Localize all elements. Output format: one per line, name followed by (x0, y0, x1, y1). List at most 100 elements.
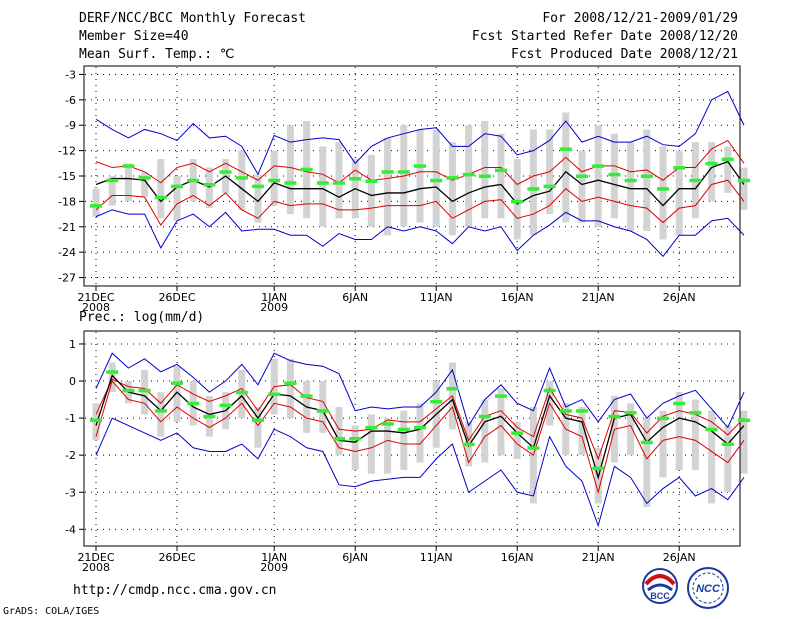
temp-observed-mark (608, 172, 621, 177)
temp-member-bar (108, 176, 116, 206)
prec-member-bar (627, 403, 635, 456)
temp-observed-mark (640, 174, 653, 178)
prec-series-max (95, 352, 745, 429)
prec-observed-mark (673, 401, 686, 406)
bcc-logo: BCC (636, 566, 684, 612)
prec-observed-mark (171, 381, 183, 385)
temp-series-min (95, 209, 745, 258)
prec-series-p10 (95, 380, 745, 495)
temp-observed-mark (414, 164, 426, 168)
source-url[interactable]: http://cmdp.ncc.cma.gov.cn (73, 583, 277, 598)
prec-member-bar (481, 399, 489, 463)
temp-observed-mark (106, 178, 119, 183)
prec-y-tick-label: -3 (65, 486, 76, 499)
prec-observed-mark (495, 394, 507, 398)
temp-observed-mark (689, 178, 702, 183)
prec-observed-mark (219, 403, 232, 408)
prec-observed-mark (397, 427, 410, 432)
prec-observed-mark (252, 418, 264, 422)
prec-observed-mark (333, 437, 345, 441)
temp-series-p10 (95, 179, 745, 226)
prec-member-bar (384, 418, 392, 474)
temp-observed-mark (576, 174, 588, 178)
temp-member-bar (643, 129, 651, 231)
prec-observed-mark (559, 409, 572, 413)
refer-date: Fcst Started Refer Date 2008/12/20 (471, 29, 738, 44)
prec-observed-mark (576, 409, 588, 413)
prec-plot-frame (83, 330, 741, 547)
prec-member-bar (286, 358, 294, 419)
temp-member-bar (205, 167, 213, 209)
temp-observed-mark (187, 178, 200, 183)
temp-observed-mark (559, 147, 572, 151)
temp-observed-mark (495, 168, 507, 173)
temp-observed-mark (446, 176, 459, 180)
prec-member-bar (675, 392, 683, 471)
prec-observed-mark (187, 401, 200, 406)
temp-y-tick-label: -24 (58, 246, 76, 259)
temp-y-tick-label: -6 (65, 94, 76, 107)
temp-member-bar (724, 146, 732, 193)
prec-member-bar (157, 392, 165, 437)
prec-observed-mark (381, 422, 394, 426)
temp-member-bar (497, 133, 505, 219)
temp-y-tick-label: -15 (58, 170, 76, 183)
prec-observed-mark (138, 388, 151, 393)
prec-member-bar (643, 418, 651, 508)
temp-member-bar (254, 174, 262, 223)
temp-x-tick-year: 2009 (260, 301, 288, 314)
temp-x-tick-label: 21JAN (582, 291, 615, 304)
ncc-logo: NCC (683, 566, 733, 612)
prec-member-bar (740, 410, 748, 474)
temp-series-max (95, 90, 745, 176)
temp-member-bar (481, 121, 489, 219)
prec-observed-mark (462, 442, 475, 447)
temp-observed-mark (154, 195, 167, 200)
prec-x-tick-label: 11JAN (420, 551, 453, 564)
prec-observed-mark (640, 440, 653, 445)
prec-member-bar (513, 421, 521, 459)
temp-observed-mark (543, 184, 556, 189)
temp-observed-mark (527, 187, 540, 191)
temp-observed-mark (122, 164, 135, 168)
temp-x-tick-label: 26JAN (663, 291, 696, 304)
temp-member-bar (173, 176, 181, 221)
bcc-logo-text: BCC (650, 591, 670, 601)
prec-observed-mark (657, 416, 669, 421)
prec-observed-mark (106, 370, 119, 374)
prec-x-tick-label: 6JAN (342, 551, 368, 564)
forecast-period: For 2008/12/21-2009/01/29 (542, 11, 738, 26)
prec-observed-mark (268, 392, 281, 397)
prec-y-tick-label: -2 (65, 449, 76, 462)
temp-observed-mark (235, 176, 248, 180)
prec-observed-mark (446, 386, 459, 391)
temp-y-tick-label: -12 (58, 145, 76, 158)
prec-member-bar (659, 410, 667, 478)
temp-member-bar (513, 159, 521, 240)
prec-member-bar (173, 366, 181, 422)
prec-x-tick-label: 1JAN (261, 551, 287, 564)
prec-observed-mark (543, 388, 556, 393)
temp-member-bar (448, 142, 456, 236)
prec-x-tick-year: 2008 (82, 561, 110, 574)
temp-y-tick-label: -18 (58, 195, 76, 208)
temp-member-bar (141, 171, 149, 198)
temp-member-bar (286, 125, 294, 215)
prec-observed-mark (608, 414, 621, 419)
prec-y-tick-label: -4 (65, 523, 76, 536)
temp-observed-mark (397, 170, 410, 174)
prec-observed-mark (511, 431, 524, 435)
temp-observed-mark (300, 167, 313, 172)
temp-observed-mark (171, 184, 183, 189)
temp-member-bar (529, 129, 537, 236)
prec-observed-mark (592, 466, 605, 471)
temp-observed-mark (316, 181, 329, 185)
temp-member-bar (562, 112, 570, 223)
prec-x-tick-label: 21DEC (77, 551, 114, 564)
temp-member-bar (157, 159, 165, 219)
prec-observed-mark (478, 414, 491, 419)
temp-member-bar (124, 163, 132, 202)
prec-observed-mark (349, 437, 362, 441)
prec-observed-mark (122, 388, 135, 393)
temp-observed-mark (381, 170, 394, 174)
